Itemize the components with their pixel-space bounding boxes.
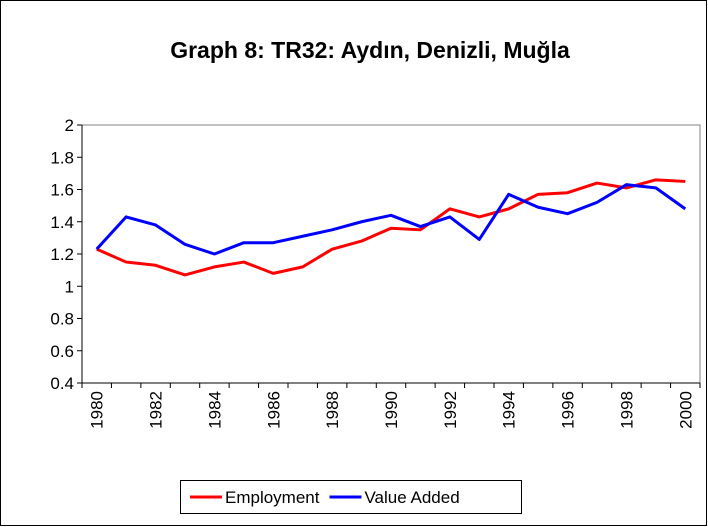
- y-tick-label: 1.6: [50, 181, 74, 200]
- x-tick-label: 1992: [441, 391, 460, 429]
- x-tick-label: 2000: [676, 391, 695, 429]
- x-tick-label: 1982: [147, 391, 166, 429]
- legend-label: Value Added: [364, 488, 459, 507]
- y-tick-label: 1.4: [50, 213, 74, 232]
- x-tick-label: 1984: [205, 391, 224, 429]
- y-tick-label: 1: [65, 277, 74, 296]
- line-series: [95, 183, 687, 256]
- y-tick-label: 1.8: [50, 148, 74, 167]
- legend-label: Employment: [225, 488, 320, 507]
- x-tick-label: 1988: [323, 391, 342, 429]
- chart-title: Graph 8: TR32: Aydın, Denizli, Muğla: [170, 37, 570, 63]
- y-tick-label: 0.4: [50, 374, 74, 393]
- x-tick-label: 1994: [500, 391, 519, 429]
- line-series: [96, 178, 686, 277]
- x-tick-label: 1990: [382, 391, 401, 429]
- x-tick-label: 1998: [617, 391, 636, 429]
- x-tick-label: 1986: [264, 391, 283, 429]
- y-tick-label: 0.8: [50, 310, 74, 329]
- x-tick-label: 1996: [559, 391, 578, 429]
- x-tick-label: 1980: [88, 391, 107, 429]
- y-tick-label: 1.2: [50, 245, 74, 264]
- y-tick-label: 2: [65, 116, 74, 135]
- y-tick-label: 0.6: [50, 342, 74, 361]
